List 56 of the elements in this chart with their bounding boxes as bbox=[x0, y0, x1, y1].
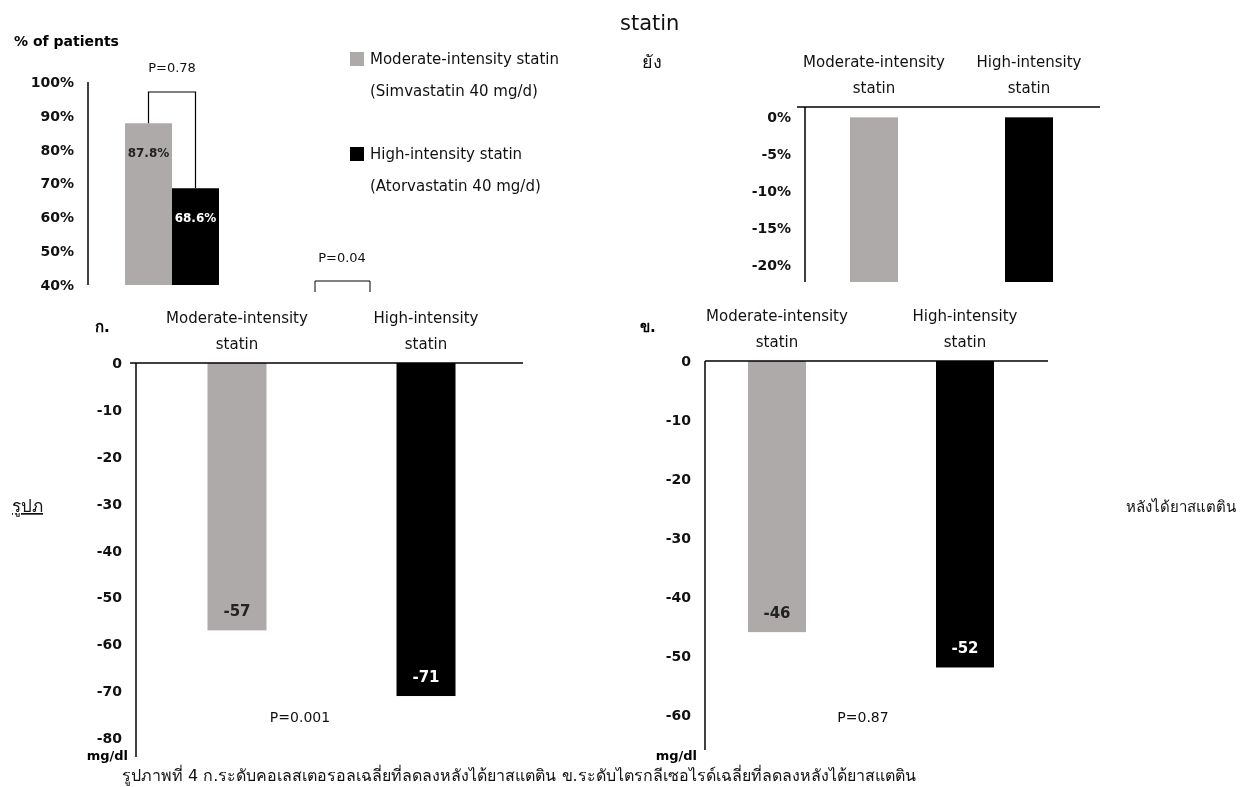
y-tick-label: -20 bbox=[665, 470, 692, 487]
y-tick-label: -80 bbox=[96, 730, 123, 747]
y-axis-title: mg/dl bbox=[655, 748, 697, 763]
y-tick-label: -30 bbox=[665, 529, 692, 546]
y-axis-title: mg/dl bbox=[86, 748, 128, 763]
data-label: 87.8% bbox=[127, 146, 170, 161]
x-tick-label: Moderate-intensity statin bbox=[706, 307, 849, 351]
y-tick-label: 100% bbox=[30, 73, 74, 90]
y-tick-label: -10 bbox=[96, 401, 123, 418]
text: P=0.04 bbox=[318, 250, 366, 265]
y-tick-label: -20% bbox=[751, 256, 791, 273]
legend-label: Moderate-intensity statin (Simvastatin 40 mg/d) bbox=[370, 50, 559, 100]
y-tick-label: -40 bbox=[665, 588, 692, 605]
y-tick-label: -40 bbox=[96, 542, 123, 559]
text: หลังได้ยาสแตติน bbox=[1126, 498, 1236, 516]
y-tick-label: 90% bbox=[40, 107, 74, 124]
annotation: P=0.87 bbox=[837, 709, 889, 725]
chart-title: ก. bbox=[95, 318, 110, 336]
text: รูปภาพที่ 4 ก.ระดับคอเลสเตอรอลเฉลี่ยที่ลดลงหลังได้ยาสแตติน ข.ระดับไตรกลีเซอไรด์เฉลี่ยที่ลดลงหลังได้ยาสแตติน bbox=[122, 764, 916, 786]
y-tick-label: -5% bbox=[761, 146, 791, 163]
y-tick-label: -50 bbox=[665, 647, 692, 664]
y-tick-label: -50 bbox=[96, 589, 123, 606]
y-tick-label: -10% bbox=[751, 183, 791, 200]
y-tick-label: 0% bbox=[767, 109, 791, 126]
y-tick-label: 60% bbox=[40, 209, 74, 226]
text: P=0.78 bbox=[148, 60, 196, 75]
x-tick-label: High-intensity statin bbox=[373, 309, 479, 353]
y-tick-label: 0 bbox=[112, 354, 123, 371]
data-label: -71 bbox=[412, 668, 440, 687]
y-tick-label: 40% bbox=[40, 276, 74, 293]
y-tick-label: 50% bbox=[40, 243, 74, 260]
annotation: P=0.001 bbox=[269, 709, 331, 725]
y-tick-label: 0 bbox=[681, 352, 692, 369]
y-axis-title: % of patients bbox=[14, 33, 119, 49]
x-tick-label: Moderate-intensity statin bbox=[803, 53, 946, 97]
y-tick-label: 80% bbox=[40, 141, 74, 158]
data-label: 68.6% bbox=[174, 211, 217, 226]
text: รูปภ bbox=[12, 496, 43, 517]
y-tick-label: -70 bbox=[96, 683, 123, 700]
text: statin bbox=[620, 11, 680, 35]
data-label: -46 bbox=[763, 604, 791, 623]
chart-title: ข. bbox=[640, 318, 656, 336]
y-tick-label: 70% bbox=[40, 175, 74, 192]
x-tick-label: Moderate-intensity statin bbox=[166, 309, 309, 353]
legend-label: High-intensity statin (Atorvastatin 40 mg/d) bbox=[370, 145, 541, 195]
x-tick-label: High-intensity statin bbox=[976, 53, 1082, 97]
data-label: -57 bbox=[223, 602, 251, 621]
y-tick-label: -60 bbox=[665, 706, 692, 723]
data-label: -52 bbox=[951, 639, 979, 658]
y-tick-label: -30 bbox=[96, 495, 123, 512]
y-tick-label: -20 bbox=[96, 448, 123, 465]
y-tick-label: -60 bbox=[96, 636, 123, 653]
y-tick-label: -15% bbox=[751, 220, 791, 236]
text: ยัง bbox=[642, 51, 662, 72]
y-tick-label: -10 bbox=[665, 411, 692, 428]
x-tick-label: High-intensity statin bbox=[912, 307, 1018, 351]
